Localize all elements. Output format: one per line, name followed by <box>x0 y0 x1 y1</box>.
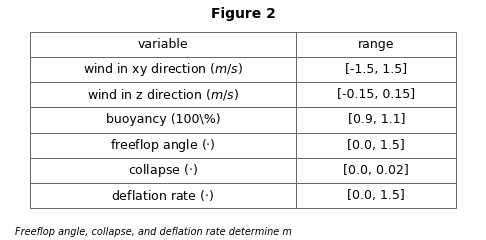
Text: Freeflop angle, collapse, and deflation rate determine m: Freeflop angle, collapse, and deflation … <box>15 227 292 237</box>
Text: Figure 2: Figure 2 <box>210 7 276 21</box>
